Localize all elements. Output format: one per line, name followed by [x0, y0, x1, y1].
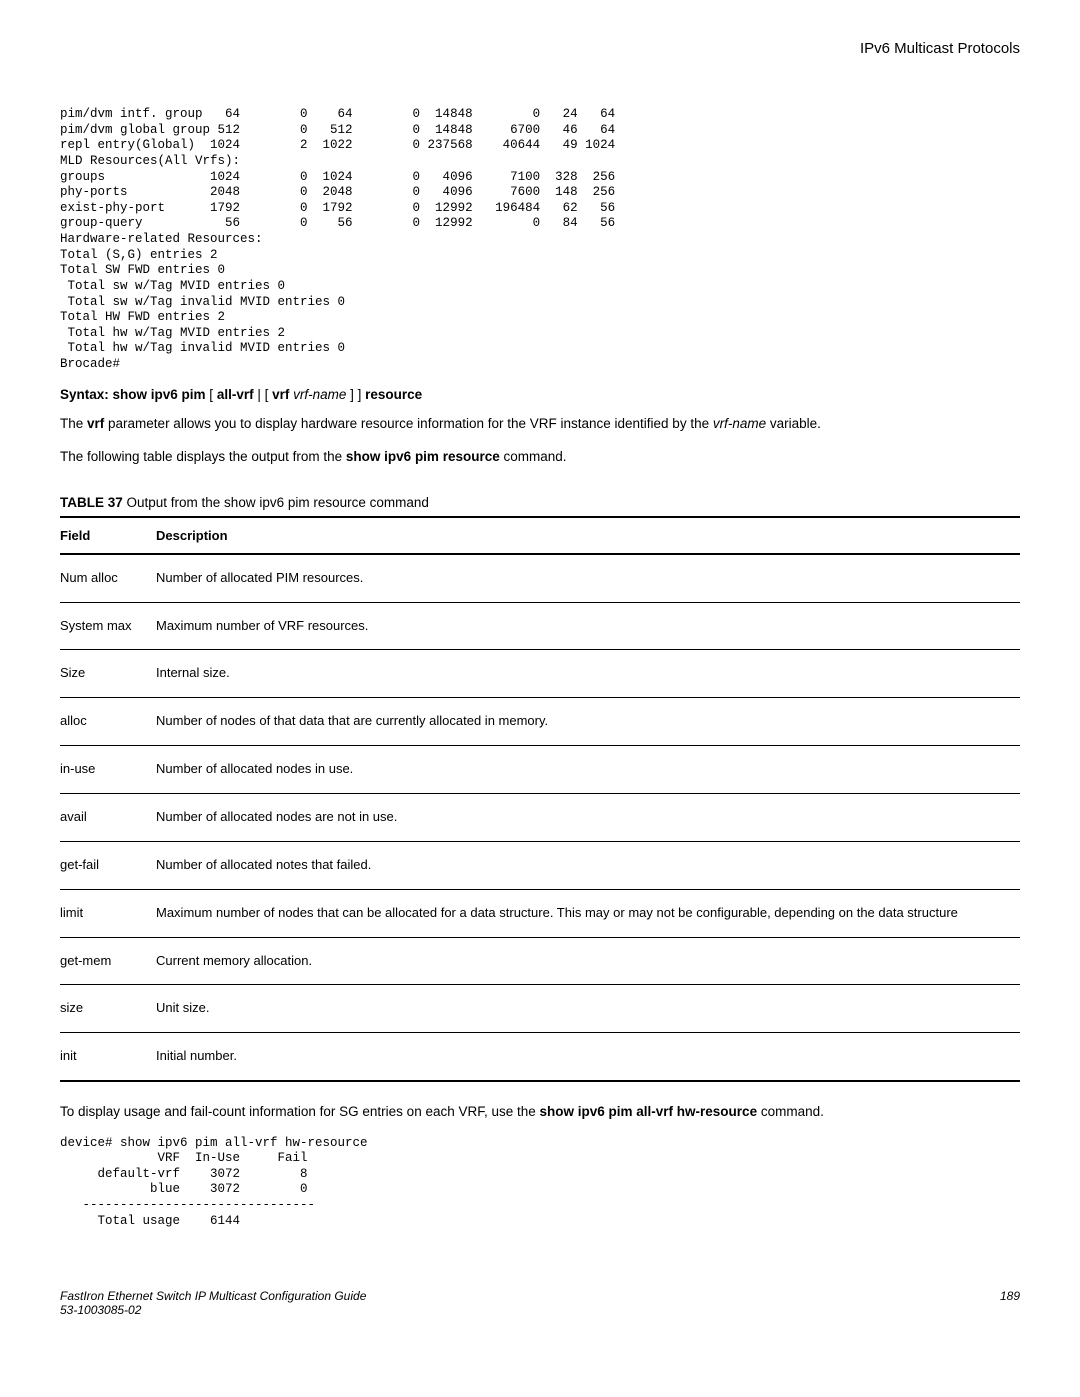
code-block-resources: pim/dvm intf. group 64 0 64 0 14848 0 24… [60, 107, 1020, 373]
table-row: in-useNumber of allocated nodes in use. [60, 746, 1020, 794]
table-row: SizeInternal size. [60, 650, 1020, 698]
output-fields-table: Field Description Num allocNumber of all… [60, 516, 1020, 1082]
p1-t2: parameter allows you to display hardware… [104, 416, 713, 431]
table-row: sizeUnit size. [60, 985, 1020, 1033]
field-cell: limit [60, 889, 156, 937]
paragraph-hwresource-intro: To display usage and fail-count informat… [60, 1102, 1020, 1122]
p1-vrfname: vrf-name [713, 416, 766, 431]
p3-t1: To display usage and fail-count informat… [60, 1104, 540, 1119]
desc-cell: Number of nodes of that data that are cu… [156, 698, 1020, 746]
p3-cmd: show ipv6 pim all-vrf hw-resource [540, 1104, 758, 1119]
p1-vrf: vrf [87, 416, 104, 431]
field-cell: in-use [60, 746, 156, 794]
p1-t1: The [60, 416, 87, 431]
table-row: System maxMaximum number of VRF resource… [60, 602, 1020, 650]
desc-cell: Number of allocated PIM resources. [156, 554, 1020, 602]
syntax-vrf-name: vrf-name [289, 387, 346, 402]
code-block-hwresource: device# show ipv6 pim all-vrf hw-resourc… [60, 1136, 1020, 1230]
field-cell: init [60, 1033, 156, 1081]
field-cell: size [60, 985, 156, 1033]
table-row: initInitial number. [60, 1033, 1020, 1081]
field-cell: alloc [60, 698, 156, 746]
p3-t2: command. [757, 1104, 824, 1119]
table-row: get-memCurrent memory allocation. [60, 937, 1020, 985]
footer-guide-title: FastIron Ethernet Switch IP Multicast Co… [60, 1289, 366, 1303]
desc-cell: Maximum number of VRF resources. [156, 602, 1020, 650]
footer-page-number: 189 [1000, 1289, 1020, 1317]
field-cell: Num alloc [60, 554, 156, 602]
table-row: Num allocNumber of allocated PIM resourc… [60, 554, 1020, 602]
p2-t1: The following table displays the output … [60, 449, 346, 464]
syntax-prefix: Syntax: show ipv6 pim [60, 387, 206, 402]
p2-t2: command. [500, 449, 567, 464]
syntax-vrf: vrf [272, 387, 289, 402]
table-header-description: Description [156, 517, 1020, 554]
table-caption-num: TABLE 37 [60, 495, 123, 510]
desc-cell: Number of allocated notes that failed. [156, 841, 1020, 889]
table-caption: TABLE 37 Output from the show ipv6 pim r… [60, 495, 1020, 510]
table-row: availNumber of allocated nodes are not i… [60, 793, 1020, 841]
p2-cmd: show ipv6 pim resource [346, 449, 500, 464]
field-cell: get-fail [60, 841, 156, 889]
desc-cell: Unit size. [156, 985, 1020, 1033]
field-cell: avail [60, 793, 156, 841]
table-row: allocNumber of nodes of that data that a… [60, 698, 1020, 746]
footer-doc-number: 53-1003085-02 [60, 1303, 366, 1317]
desc-cell: Number of allocated nodes are not in use… [156, 793, 1020, 841]
syntax-pipe: | [ [254, 387, 273, 402]
syntax-resource: resource [365, 387, 422, 402]
table-row: limitMaximum number of nodes that can be… [60, 889, 1020, 937]
page-footer: FastIron Ethernet Switch IP Multicast Co… [60, 1289, 1020, 1317]
p1-t3: variable. [766, 416, 821, 431]
desc-cell: Current memory allocation. [156, 937, 1020, 985]
desc-cell: Internal size. [156, 650, 1020, 698]
paragraph-vrf-desc: The vrf parameter allows you to display … [60, 414, 1020, 434]
syntax-allvrf: all-vrf [217, 387, 254, 402]
table-caption-text: Output from the show ipv6 pim resource c… [123, 495, 429, 510]
syntax-line: Syntax: show ipv6 pim [ all-vrf | [ vrf … [60, 387, 1020, 402]
desc-cell: Maximum number of nodes that can be allo… [156, 889, 1020, 937]
table-row: get-failNumber of allocated notes that f… [60, 841, 1020, 889]
field-cell: get-mem [60, 937, 156, 985]
desc-cell: Number of allocated nodes in use. [156, 746, 1020, 794]
page-header-title: IPv6 Multicast Protocols [60, 40, 1020, 57]
syntax-bracket-open: [ [206, 387, 217, 402]
field-cell: System max [60, 602, 156, 650]
paragraph-table-intro: The following table displays the output … [60, 447, 1020, 467]
field-cell: Size [60, 650, 156, 698]
table-header-field: Field [60, 517, 156, 554]
syntax-bracket-close: ] ] [346, 387, 365, 402]
desc-cell: Initial number. [156, 1033, 1020, 1081]
